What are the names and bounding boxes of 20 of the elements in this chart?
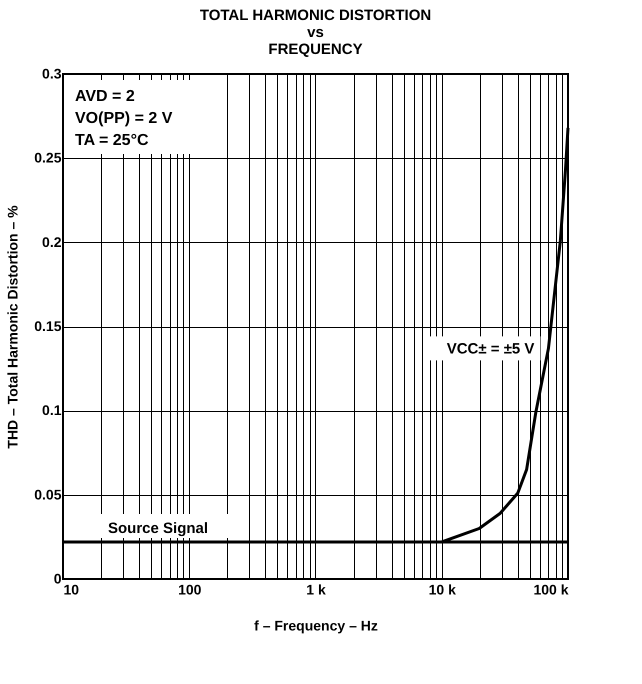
y-tick-label: 0.3 <box>42 66 62 82</box>
y-tick-label: 0.2 <box>42 234 62 250</box>
x-tick-label: 100 k <box>533 582 569 598</box>
y-tick-label: 0.1 <box>42 402 62 418</box>
x-tick-label: 10 <box>64 582 80 598</box>
y-tick-label: 0.05 <box>34 486 62 502</box>
y-axis-title: THD – Total Harmonic Distortion – % <box>4 204 20 449</box>
series-label: VCC± = ±5 V <box>446 340 534 358</box>
y-tick-label: 0 <box>54 570 62 586</box>
annotation: VO(PP) = 2 V <box>75 110 173 127</box>
x-axis-title: f – Frequency – Hz <box>254 618 378 634</box>
x-tick-label: 10 k <box>428 582 456 598</box>
annotation: TA = 25°C <box>75 132 149 149</box>
ref-line-label: Source Signal <box>108 520 208 537</box>
x-tick-label: 1 k <box>306 582 326 598</box>
x-tick-label: 100 <box>178 582 202 598</box>
y-tick-label: 0.25 <box>34 150 62 166</box>
annotation: AVD = 2 <box>75 88 135 105</box>
y-tick-label: 0.15 <box>34 318 62 334</box>
chart-title: TOTAL HARMONIC DISTORTION vs FREQUENCY <box>200 7 432 58</box>
